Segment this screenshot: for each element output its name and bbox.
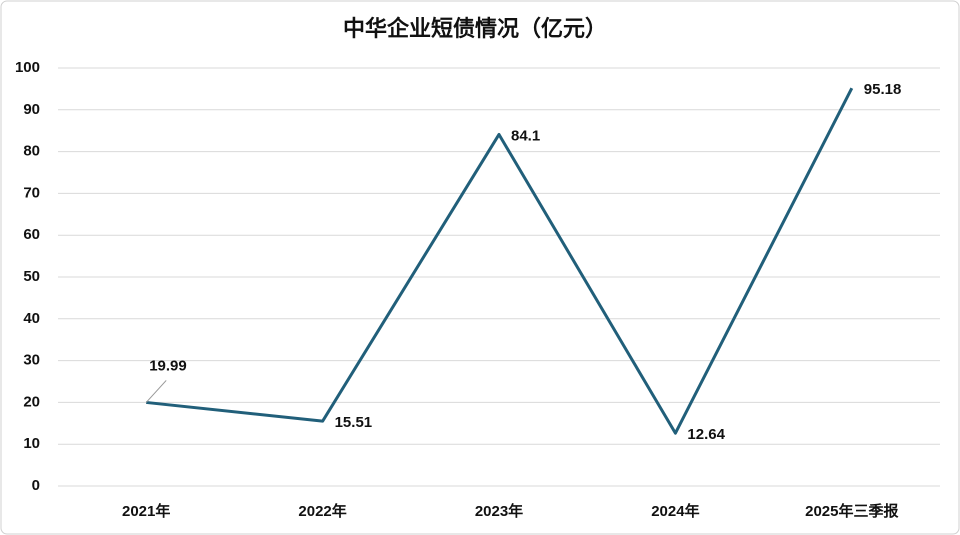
x-tick-label: 2024年 — [651, 502, 699, 520]
line-series — [146, 87, 854, 435]
data-label: 15.51 — [335, 414, 373, 431]
x-tick-label: 2025年三季报 — [805, 502, 898, 520]
x-tick-label: 2021年 — [122, 502, 170, 520]
y-tick-label: 100 — [15, 59, 40, 76]
y-tick-label: 40 — [23, 310, 40, 327]
x-tick-label: 2022年 — [298, 502, 346, 520]
y-tick-label: 50 — [23, 268, 40, 285]
y-tick-label: 60 — [23, 226, 40, 243]
y-tick-label: 10 — [23, 435, 40, 452]
y-tick-label: 0 — [32, 477, 40, 494]
y-tick-label: 90 — [23, 101, 40, 118]
data-label: 12.64 — [687, 426, 725, 443]
y-tick-label: 30 — [23, 352, 40, 369]
data-label: 95.18 — [864, 81, 902, 98]
y-tick-label: 80 — [23, 143, 40, 160]
data-label: 84.1 — [511, 127, 540, 144]
y-tick-label: 70 — [23, 184, 40, 201]
chart-title: 中华企业短债情况（亿元） — [343, 16, 607, 41]
data-label: 19.99 — [149, 357, 187, 374]
y-tick-label: 20 — [23, 393, 40, 410]
leader-line — [145, 380, 167, 403]
x-tick-label: 2023年 — [475, 502, 523, 520]
